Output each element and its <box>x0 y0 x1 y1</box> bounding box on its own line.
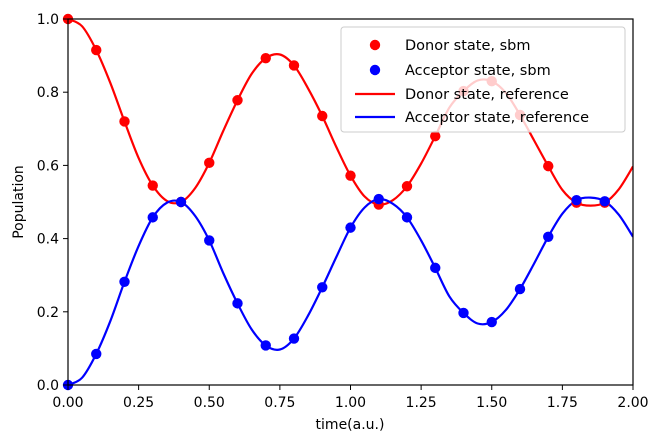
data-point <box>288 333 300 344</box>
data-point <box>430 130 441 142</box>
data-point <box>486 316 497 328</box>
x-tick-label: 0.00 <box>52 395 83 411</box>
data-point <box>119 276 130 287</box>
legend-label: Acceptor state, sbm <box>405 63 551 79</box>
legend-label: Donor state, sbm <box>405 38 531 54</box>
data-point <box>345 222 356 233</box>
data-point <box>599 196 610 207</box>
y-tick-label: 0.4 <box>37 232 59 248</box>
data-point <box>175 196 187 208</box>
legend-marker <box>369 39 381 51</box>
data-point <box>458 307 469 319</box>
legend-box <box>340 26 626 133</box>
legend: Donor state, sbm Acceptor state, sbm Donor… <box>340 26 626 133</box>
x-axis: 0.00 0.25 0.50 0.75 1.00 1.25 1.50 1.75 2.00 <box>52 385 649 411</box>
data-point <box>345 170 356 181</box>
x-tick-label: 1.00 <box>335 395 366 411</box>
data-point <box>543 160 554 172</box>
data-point <box>119 116 130 127</box>
legend-label: Acceptor state, reference <box>405 110 589 126</box>
data-point <box>232 298 243 309</box>
legend-item: Donor state, sbm <box>369 38 531 54</box>
y-tick-label: 0.2 <box>37 305 59 321</box>
legend-marker <box>369 64 381 76</box>
data-point <box>373 193 384 205</box>
data-point <box>430 262 441 274</box>
x-tick-label: 1.75 <box>547 395 578 411</box>
x-tick-label: 1.25 <box>406 395 437 411</box>
data-point <box>401 181 413 192</box>
series-points-1 <box>62 193 610 391</box>
data-point <box>571 194 582 206</box>
x-tick-label: 2.00 <box>617 395 648 411</box>
data-point <box>91 44 102 56</box>
data-point <box>514 283 526 295</box>
y-tick-label: 0.8 <box>37 85 59 101</box>
legend-label: Donor state, reference <box>405 87 569 103</box>
data-point <box>91 348 102 360</box>
data-point <box>204 235 215 246</box>
legend-item: Acceptor state, reference <box>355 110 589 126</box>
y-tick-label: 1.0 <box>37 12 59 28</box>
data-point <box>204 157 215 169</box>
legend-item: Acceptor state, sbm <box>369 63 551 79</box>
y-tick-label: 0.6 <box>37 158 59 174</box>
x-tick-label: 0.25 <box>123 395 154 411</box>
data-point <box>317 110 328 122</box>
x-tick-label: 0.75 <box>264 395 295 411</box>
y-axis: 0.0 0.2 0.4 0.6 0.8 1.0 <box>37 12 68 394</box>
data-point <box>288 60 300 71</box>
data-point <box>147 212 158 223</box>
x-tick-label: 1.50 <box>476 395 507 411</box>
data-point <box>232 95 243 106</box>
legend-item: Donor state, reference <box>355 87 569 103</box>
x-tick-label: 0.50 <box>194 395 225 411</box>
y-axis-title: Population <box>11 165 27 239</box>
x-axis-title: time(a.u.) <box>316 417 385 433</box>
data-point <box>147 180 158 191</box>
data-point <box>401 212 413 223</box>
data-point <box>543 231 554 242</box>
data-point <box>317 282 328 293</box>
data-point <box>260 340 271 351</box>
data-point <box>260 52 271 64</box>
y-tick-label: 0.0 <box>37 378 59 394</box>
